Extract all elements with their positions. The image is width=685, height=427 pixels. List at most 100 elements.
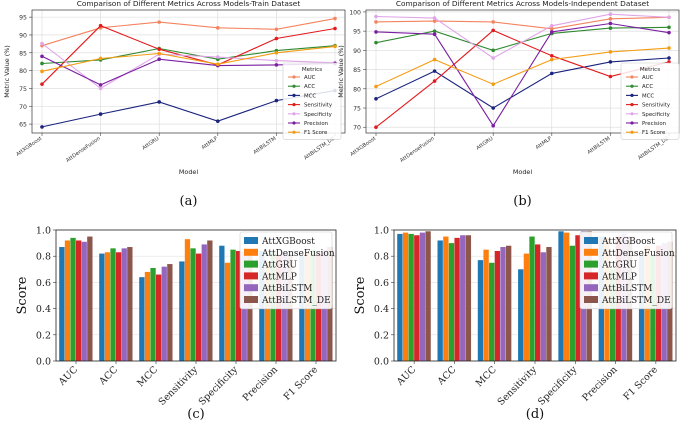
bar <box>477 260 484 361</box>
bar <box>437 240 443 361</box>
legend-label: F1 Score <box>304 130 328 136</box>
x-tick-label: AttGRU <box>141 136 160 152</box>
legend-title: Metrics <box>302 67 322 73</box>
legend-label: MCC <box>642 93 654 99</box>
bar <box>161 266 167 361</box>
caption: (a) <box>180 194 198 209</box>
bar <box>59 247 65 361</box>
bar <box>500 247 506 361</box>
data-point <box>274 58 279 63</box>
data-point <box>374 125 378 130</box>
plot-frame <box>393 229 677 362</box>
series-line-acc <box>375 26 670 51</box>
y-tick-label: 100 <box>349 9 361 16</box>
bar <box>76 240 82 361</box>
legend-swatch <box>244 248 258 256</box>
x-tick-label: AttBiLSTM <box>587 136 612 156</box>
x-tick-label: F1 Score <box>282 364 321 403</box>
legend-box <box>239 231 333 310</box>
data-point <box>333 16 337 21</box>
legend-marker <box>630 75 634 79</box>
legend-label: AttMLP <box>601 272 637 282</box>
data-point <box>550 27 554 31</box>
data-point <box>374 20 378 24</box>
bar <box>454 237 460 361</box>
y-tick-label: 65 <box>19 122 27 129</box>
x-tick-label: MCC <box>135 364 160 389</box>
legend-marker <box>292 93 296 97</box>
legend-swatch <box>584 248 598 256</box>
y-tick-label: 1.0 <box>374 226 389 237</box>
series-line-precision <box>375 22 670 127</box>
x-tick-label: AUC <box>56 364 80 388</box>
legend-label: Sensitivity <box>304 103 333 109</box>
bar <box>144 271 151 361</box>
bar <box>408 233 414 361</box>
bar <box>505 245 512 361</box>
legend-marker <box>630 93 634 97</box>
legend-swatch <box>584 237 598 244</box>
series-line-sensitivity <box>41 25 336 85</box>
legend-swatch <box>584 260 598 268</box>
legend-label: Precision <box>304 121 328 127</box>
data-point <box>608 17 613 21</box>
legend-label: AUC <box>304 75 316 81</box>
legend-swatch <box>584 284 598 292</box>
x-tick-label: Specificity <box>197 364 241 408</box>
legend-label: AttBiLSTM <box>601 284 652 294</box>
bar <box>402 232 409 361</box>
data-point <box>491 106 496 110</box>
bar <box>558 231 564 361</box>
legend-swatch <box>244 284 258 292</box>
data-point <box>40 41 44 46</box>
y-tick-label: 0.0 <box>36 357 51 368</box>
data-point <box>216 55 220 59</box>
legend-swatch <box>584 272 598 280</box>
bar <box>110 248 116 361</box>
plot-frame <box>31 9 346 134</box>
y-tick-label: 70 <box>19 104 27 111</box>
legend-swatch <box>244 237 258 244</box>
legend-swatch <box>584 296 598 303</box>
bar <box>523 253 530 361</box>
data-point <box>667 56 671 60</box>
legend-swatch <box>244 260 258 268</box>
data-point <box>550 23 554 28</box>
data-point <box>432 79 437 83</box>
legend-marker <box>630 112 634 116</box>
bar <box>87 236 93 361</box>
data-point <box>550 57 554 62</box>
legend-swatch <box>244 272 258 280</box>
x-tick-label: AttXGBoost <box>349 136 377 158</box>
data-point <box>274 98 279 103</box>
caption: (d) <box>526 407 544 422</box>
bar <box>70 237 76 361</box>
y-tick-label: 95 <box>19 15 27 22</box>
y-tick-label: 80 <box>353 86 361 93</box>
data-point <box>157 20 161 24</box>
data-point <box>432 16 437 20</box>
data-point <box>374 96 378 101</box>
data-point <box>98 23 103 28</box>
data-point <box>550 71 554 76</box>
y-tick-label: 0.8 <box>36 252 51 263</box>
data-point <box>374 84 378 89</box>
y-tick-label: 0.4 <box>36 304 51 315</box>
legend-marker <box>630 103 634 107</box>
bar <box>529 236 535 361</box>
data-point <box>333 26 337 31</box>
y-tick-label: 75 <box>353 106 361 113</box>
bar <box>419 232 426 361</box>
legend-marker <box>292 130 296 134</box>
data-point <box>98 83 103 87</box>
data-point <box>491 123 496 128</box>
legend-label: AttGRU <box>601 261 638 271</box>
x-tick-label: AttXGBoost <box>15 136 43 158</box>
data-point <box>608 21 613 26</box>
x-tick-label: AttDenseFusion <box>399 136 436 164</box>
y-tick-label: 0.8 <box>374 252 389 263</box>
y-tick-label: 90 <box>353 48 361 55</box>
bar <box>575 235 581 361</box>
bar <box>99 253 105 361</box>
legend-label: Sensitivity <box>642 103 671 109</box>
